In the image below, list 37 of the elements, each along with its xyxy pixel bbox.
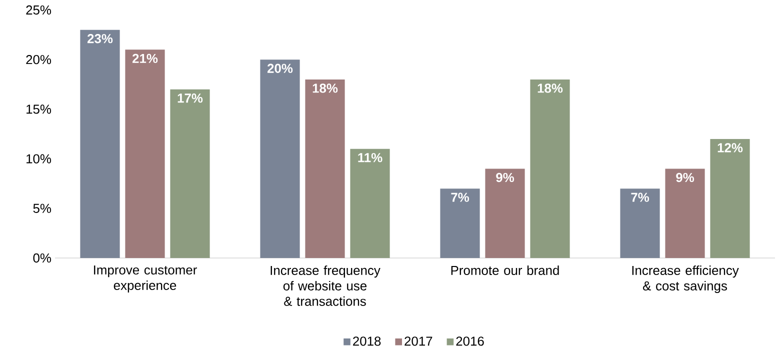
data-label: 17% bbox=[178, 94, 203, 103]
y-tick-label: 0% bbox=[33, 253, 52, 263]
data-label: 7% bbox=[451, 192, 470, 202]
legend-label: 2016 bbox=[456, 336, 484, 346]
bar bbox=[170, 89, 210, 258]
data-label: 9% bbox=[496, 172, 514, 182]
bar bbox=[125, 50, 165, 258]
data-label: 9% bbox=[676, 172, 694, 182]
y-tick-label: 10% bbox=[26, 154, 52, 164]
legend-label: 2017 bbox=[404, 336, 432, 346]
bar bbox=[620, 188, 660, 258]
y-tick-label: 20% bbox=[26, 55, 52, 64]
legend-label: 2018 bbox=[353, 336, 381, 346]
bar bbox=[440, 188, 480, 258]
data-label: 20% bbox=[267, 64, 293, 73]
y-tick-label: 25% bbox=[26, 5, 52, 15]
x-tick-label: Increase efficiency & cost savings bbox=[632, 266, 739, 294]
x-tick-label: Promote our brand bbox=[451, 266, 559, 276]
y-tick-label: 5% bbox=[33, 204, 52, 213]
data-label: 23% bbox=[87, 34, 113, 44]
bar bbox=[350, 148, 390, 258]
data-label: 21% bbox=[132, 54, 158, 64]
bar bbox=[665, 168, 705, 258]
x-tick-label: Improve customer experience bbox=[94, 266, 197, 293]
y-tick-label: 15% bbox=[26, 104, 52, 114]
bar bbox=[80, 30, 120, 258]
data-label: 18% bbox=[538, 84, 563, 93]
data-label: 7% bbox=[631, 192, 650, 202]
data-label: 11% bbox=[358, 153, 382, 162]
data-label: 18% bbox=[312, 84, 338, 93]
bar bbox=[530, 79, 570, 258]
bar bbox=[710, 138, 750, 258]
x-tick-label: Increase frequency of website use & transactions bbox=[270, 266, 380, 306]
data-label: 12% bbox=[718, 143, 743, 152]
bar bbox=[260, 60, 300, 258]
bar bbox=[305, 79, 345, 258]
bar bbox=[485, 168, 525, 258]
